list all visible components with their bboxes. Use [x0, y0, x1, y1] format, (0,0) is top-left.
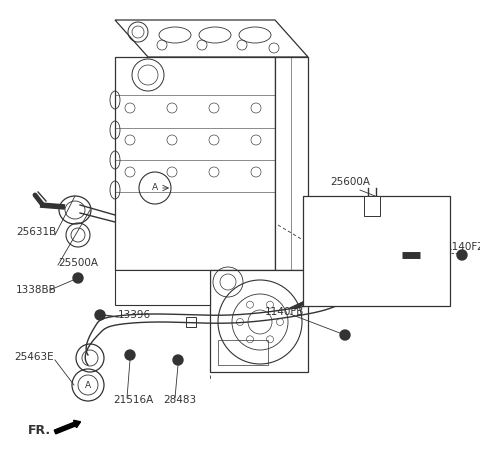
Text: 25500A: 25500A [58, 258, 98, 268]
Circle shape [340, 330, 350, 340]
Text: 1140FZ: 1140FZ [446, 242, 480, 252]
Text: 39220G: 39220G [375, 221, 416, 231]
Polygon shape [275, 57, 308, 270]
Text: 25623R: 25623R [307, 258, 347, 268]
Text: 25631B: 25631B [16, 227, 56, 237]
Bar [218, 340, 268, 365]
Circle shape [457, 250, 467, 260]
Circle shape [368, 228, 376, 236]
Circle shape [73, 273, 83, 283]
Polygon shape [115, 270, 210, 305]
Text: 1140FB: 1140FB [265, 307, 304, 317]
FancyArrow shape [54, 420, 81, 434]
Bar [303, 196, 450, 306]
Polygon shape [210, 270, 308, 372]
Text: A: A [152, 184, 158, 192]
Text: 25620A: 25620A [340, 288, 380, 298]
Text: 13396: 13396 [118, 310, 151, 320]
Text: FR.: FR. [28, 424, 51, 436]
Text: 1338BB: 1338BB [16, 285, 57, 295]
Circle shape [173, 355, 183, 365]
Text: 25600A: 25600A [330, 177, 370, 187]
Bar [186, 317, 196, 327]
Text: 21516A: 21516A [113, 395, 153, 405]
Polygon shape [115, 57, 275, 270]
Circle shape [125, 350, 135, 360]
Text: 25463E: 25463E [14, 352, 54, 362]
Circle shape [95, 310, 105, 320]
Bar [364, 196, 380, 216]
Text: 28483: 28483 [163, 395, 196, 405]
Polygon shape [115, 20, 308, 57]
Text: A: A [85, 381, 91, 389]
